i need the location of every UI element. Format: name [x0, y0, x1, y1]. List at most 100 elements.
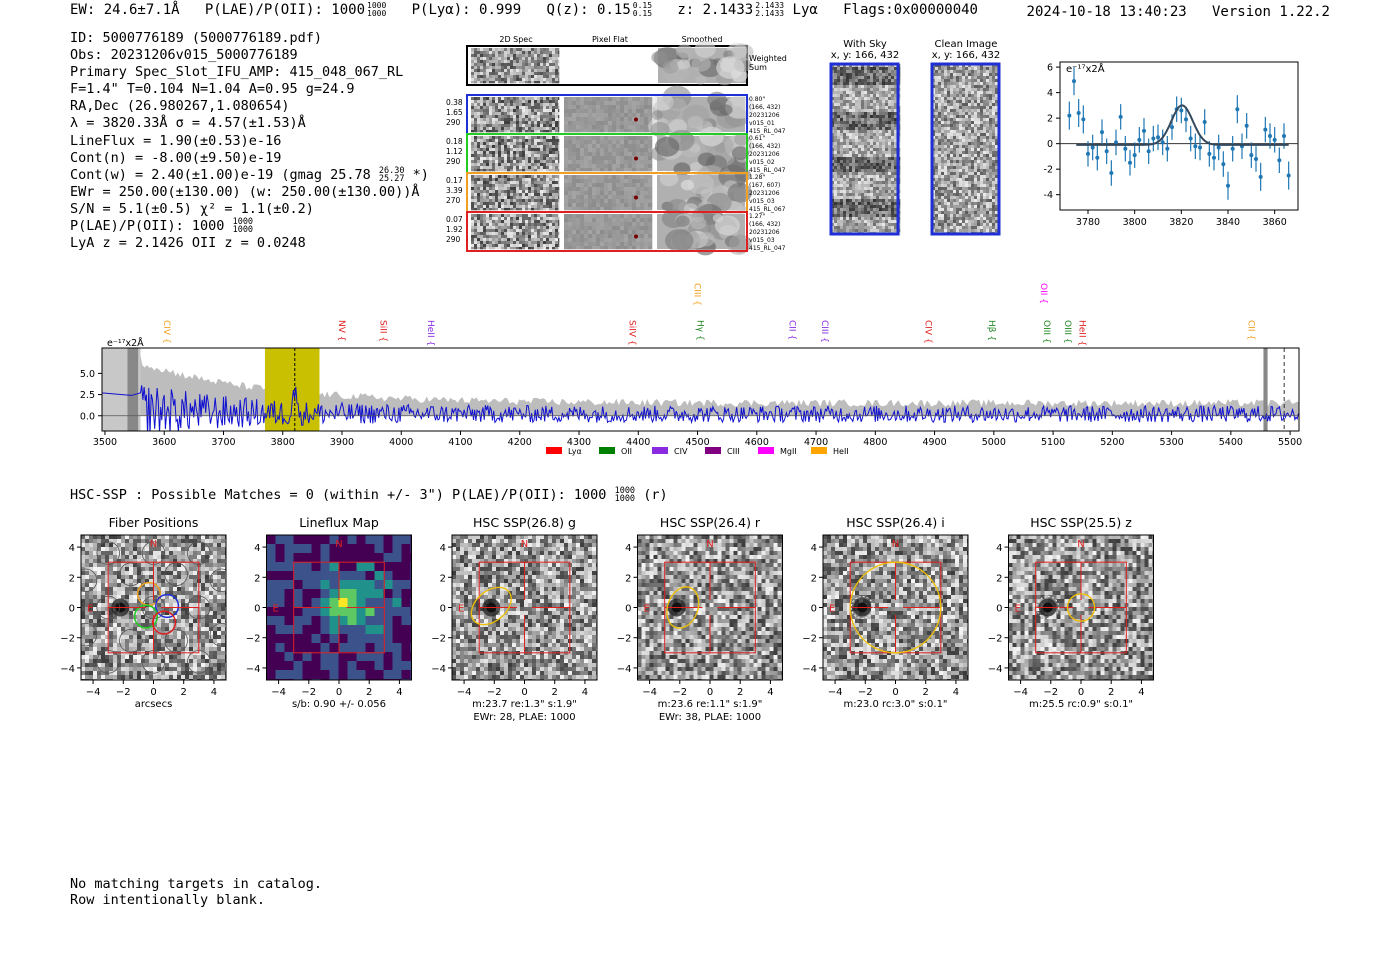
sky-pixel [894, 169, 898, 173]
noise-pixel [558, 118, 560, 122]
sky-pixel [843, 109, 847, 113]
noise-pixel [477, 148, 481, 152]
noise-pixel [932, 112, 936, 116]
noise-pixel [492, 238, 496, 242]
noise-pixel [616, 168, 621, 172]
noise-pixel [525, 100, 529, 104]
sky-pixel [837, 127, 841, 131]
noise-pixel [522, 145, 526, 149]
noise-pixel [992, 64, 996, 68]
noise-pixel [522, 63, 526, 67]
sky-pixel [888, 217, 892, 221]
sky-pixel [891, 79, 895, 83]
noise-pixel [974, 169, 978, 173]
noise-pixel [608, 140, 613, 145]
noise-pixel [546, 190, 550, 194]
noise-pixel [495, 75, 499, 79]
noise-pixel [971, 88, 975, 92]
noise-pixel [507, 103, 511, 107]
noise-pixel [953, 139, 957, 143]
info-sn: S/N = 5.1(±0.5) χ² = 1.1(±0.2) [70, 200, 314, 217]
noise-pixel [980, 85, 984, 89]
noise-pixel [519, 51, 523, 55]
noise-pixel [534, 214, 538, 218]
sky-pixel [891, 181, 895, 185]
noise-pixel [640, 156, 645, 161]
noise-pixel [510, 208, 514, 211]
noise-pixel [486, 232, 490, 236]
sky-pixel [840, 118, 844, 122]
noise-pixel [492, 235, 496, 239]
noise-pixel [989, 151, 993, 155]
sky-pixel [873, 100, 877, 104]
sky-pixel [876, 73, 880, 77]
noise-pixel [572, 183, 577, 188]
noise-pixel [540, 193, 544, 197]
noise-pixel [498, 241, 502, 245]
noise-pixel [950, 130, 954, 134]
noise-pixel [620, 187, 625, 192]
clean-image-title: Clean Image [935, 39, 998, 50]
noise-pixel [471, 226, 475, 230]
noise-pixel [959, 73, 963, 77]
noise-pixel [596, 121, 601, 126]
noise-pixel [507, 66, 511, 70]
sky-pixel [885, 223, 889, 227]
row-right-label: 20231206 [749, 190, 780, 197]
noise-pixel [980, 166, 984, 170]
noise-pixel [959, 166, 963, 170]
sky-pixel [879, 148, 883, 152]
noise-pixel [519, 63, 523, 67]
sky-pixel [882, 211, 886, 215]
noise-pixel [628, 164, 633, 169]
noise-pixel [932, 88, 936, 92]
noise-pixel [950, 82, 954, 86]
noise-pixel [504, 78, 508, 82]
noise-pixel [636, 218, 641, 223]
noise-pixel [971, 73, 975, 77]
noise-pixel [636, 164, 641, 169]
sky-pixel [894, 118, 898, 122]
noise-pixel [608, 214, 613, 219]
noise-pixel [525, 229, 529, 233]
noise-pixel [947, 85, 951, 89]
noise-pixel [977, 130, 981, 134]
noise-pixel [480, 169, 484, 172]
noise-pixel [528, 247, 532, 250]
sky-pixel [867, 193, 871, 197]
smoothed-blob [687, 172, 714, 195]
noise-pixel [528, 202, 532, 206]
noise-pixel [596, 179, 601, 184]
sky-pixel [861, 220, 865, 224]
noise-pixel [950, 97, 954, 101]
noise-pixel [480, 187, 484, 191]
noise-pixel [549, 63, 553, 67]
noise-pixel [558, 78, 560, 82]
noise-pixel [624, 113, 629, 118]
noise-pixel [516, 75, 520, 79]
noise-pixel [486, 190, 490, 194]
noise-pixel [492, 187, 496, 191]
noise-pixel [537, 175, 541, 179]
noise-pixel [540, 60, 544, 64]
noise-pixel [546, 241, 550, 245]
noise-pixel [604, 156, 609, 161]
noise-pixel [534, 72, 538, 76]
noise-pixel [504, 54, 508, 58]
sky-pixel [867, 190, 871, 194]
sky-pixel [840, 82, 844, 86]
row-2d-spec [471, 175, 560, 211]
noise-pixel [531, 181, 535, 185]
noise-pixel [477, 97, 481, 101]
noise-pixel [555, 78, 559, 82]
noise-pixel [974, 151, 978, 155]
noise-pixel [498, 205, 502, 209]
sky-pixel [849, 202, 853, 206]
noise-pixel [528, 78, 532, 82]
noise-pixel [612, 129, 617, 133]
noise-pixel [592, 152, 597, 157]
noise-pixel [504, 187, 508, 191]
noise-pixel [492, 229, 496, 233]
sky-pixel [873, 160, 877, 164]
noise-pixel [956, 82, 960, 86]
